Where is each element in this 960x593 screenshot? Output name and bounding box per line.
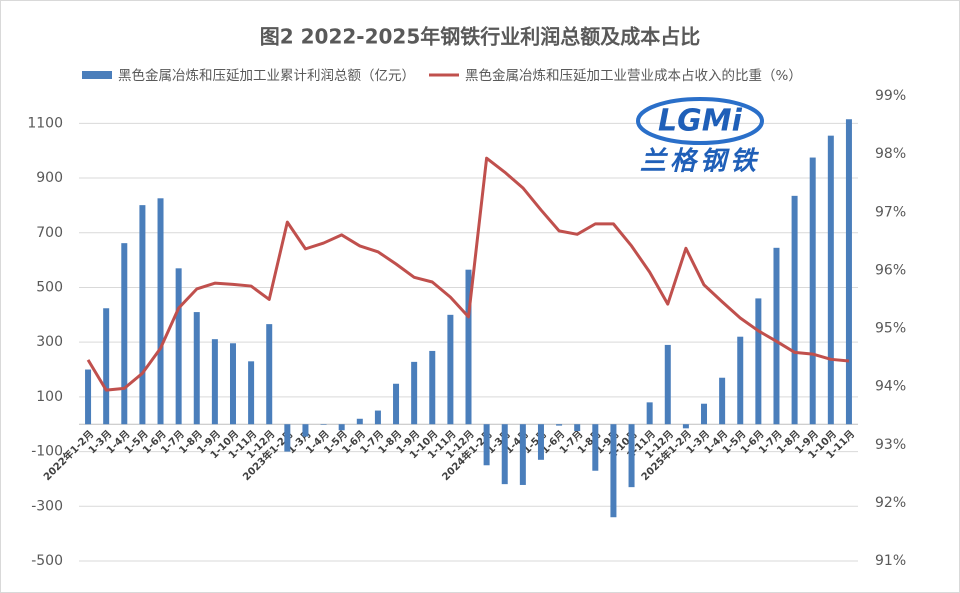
y-tick-label: 500 bbox=[36, 279, 63, 295]
y-tick-label: 300 bbox=[36, 334, 63, 350]
logo: LGMi 兰格钢铁 bbox=[636, 97, 764, 177]
legend-label: 黑色金属冶炼和压延加工业营业成本占收入的比重（%） bbox=[465, 67, 802, 84]
bar bbox=[556, 424, 563, 426]
y-tick-label: 900 bbox=[36, 170, 63, 186]
bar bbox=[429, 350, 436, 425]
bar bbox=[519, 424, 526, 485]
bar bbox=[574, 424, 581, 432]
y-tick-label: 700 bbox=[36, 225, 63, 241]
y2-tick-label: 91% bbox=[875, 553, 906, 569]
legend-swatch bbox=[82, 71, 112, 79]
y2-tick-label: 96% bbox=[875, 262, 906, 278]
bar bbox=[266, 324, 273, 425]
bar bbox=[338, 424, 345, 431]
y2-tick-label: 92% bbox=[875, 495, 906, 511]
bar bbox=[483, 424, 490, 466]
bar bbox=[320, 424, 327, 425]
y2-tick-label: 97% bbox=[875, 204, 906, 220]
bar bbox=[537, 424, 544, 460]
bar bbox=[447, 314, 454, 425]
bar bbox=[592, 424, 599, 471]
bar bbox=[809, 157, 816, 425]
bar bbox=[211, 339, 218, 425]
bar bbox=[664, 344, 671, 425]
bar bbox=[628, 424, 635, 488]
chart-title: 图2 2022-2025年钢铁行业利润总额及成本占比 bbox=[260, 25, 701, 49]
y-tick-label: 1100 bbox=[27, 115, 63, 131]
bar bbox=[610, 424, 617, 518]
bar bbox=[356, 418, 363, 425]
bar bbox=[85, 369, 92, 425]
bar bbox=[501, 424, 508, 485]
bar bbox=[827, 135, 834, 425]
bar bbox=[103, 308, 110, 425]
bar bbox=[175, 268, 182, 425]
bar bbox=[229, 343, 236, 425]
bar bbox=[374, 410, 381, 425]
y2-tick-label: 99% bbox=[875, 88, 906, 104]
y-tick-label: -300 bbox=[31, 498, 63, 514]
bar bbox=[791, 195, 798, 425]
bar bbox=[701, 403, 708, 425]
bar bbox=[284, 424, 291, 452]
bar bbox=[755, 298, 762, 425]
bar bbox=[121, 243, 128, 425]
y-tick-label: 100 bbox=[36, 389, 63, 405]
bar bbox=[139, 205, 146, 425]
bar bbox=[393, 383, 400, 425]
legend-label: 黑色金属冶炼和压延加工业累计利润总额（亿元） bbox=[118, 67, 415, 84]
y2-tick-label: 98% bbox=[875, 146, 906, 162]
bar bbox=[193, 312, 200, 425]
bar bbox=[682, 424, 689, 429]
bar bbox=[302, 424, 309, 437]
bar bbox=[737, 336, 744, 425]
y2-tick-label: 93% bbox=[875, 437, 906, 453]
logo-caption: 兰格钢铁 bbox=[640, 147, 760, 177]
bar bbox=[646, 402, 653, 425]
bar bbox=[411, 361, 418, 425]
bar bbox=[465, 269, 472, 425]
logo-ring bbox=[636, 97, 764, 145]
y2-tick-label: 95% bbox=[875, 321, 906, 337]
line bbox=[86, 156, 850, 392]
bar bbox=[845, 119, 852, 425]
y-tick-label: -500 bbox=[31, 553, 63, 569]
bar bbox=[248, 361, 255, 425]
y-tick-label: -100 bbox=[31, 444, 63, 460]
bar bbox=[719, 377, 726, 425]
y2-tick-label: 94% bbox=[875, 379, 906, 395]
bar bbox=[773, 247, 780, 425]
bar bbox=[157, 198, 164, 425]
logo-text: LGMi bbox=[658, 104, 743, 139]
